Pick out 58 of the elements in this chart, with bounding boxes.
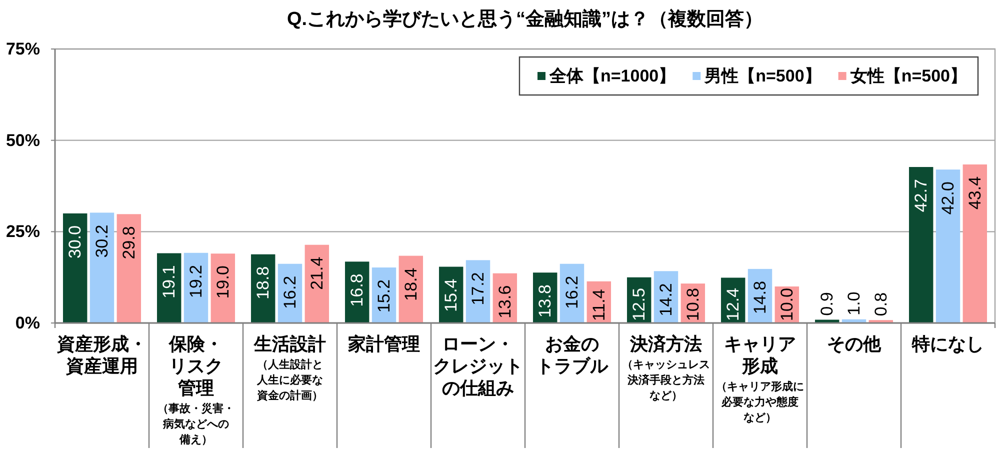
bar: [466, 260, 490, 323]
y-tick-label: 0%: [15, 313, 40, 332]
data-label: 18.8: [254, 266, 273, 300]
x-tick-label: 保険・リスク管理（事故・災害・病気などへの備え）: [158, 334, 234, 446]
bar: [90, 212, 114, 323]
data-label: 15.4: [442, 278, 461, 312]
bar: [814, 320, 840, 323]
data-label: 0.9: [818, 292, 837, 316]
data-label: 42.7: [912, 179, 931, 212]
data-label: 15.2: [374, 279, 394, 313]
x-tick-label: ローン・クレジットの仕組み: [433, 334, 523, 398]
x-tick-label: 資産形成・資産運用: [56, 334, 147, 376]
legend-label: 全体【n=1000】: [548, 66, 676, 86]
bar: [936, 170, 960, 323]
data-label: 19.1: [160, 265, 179, 298]
bar: [908, 167, 934, 323]
x-tick-label: キャリア形成（キャリア形成に必要な力や態度など）: [716, 334, 804, 424]
x-tick-label: その他: [827, 334, 882, 354]
legend-label: 女性【n=500】: [849, 66, 967, 86]
data-label: 14.8: [750, 280, 770, 314]
data-label: 30.0: [66, 225, 85, 258]
y-tick-label: 75%: [6, 39, 40, 58]
chart-title: Q.これから学びたいと思う“金融知識”は？（複数回答）: [286, 8, 764, 30]
x-tick-label: 生活設計（人生設計と人生に必要な資金の計画）: [253, 334, 326, 402]
x-tick-label: 家計管理: [347, 334, 420, 354]
legend-label: 男性【n=500】: [704, 66, 822, 86]
data-label: 29.8: [119, 226, 138, 260]
data-label: 16.2: [562, 276, 582, 309]
data-label: 1.0: [844, 292, 864, 316]
data-label: 42.0: [938, 182, 958, 215]
data-label: 10.0: [777, 288, 796, 321]
data-label: 11.4: [589, 289, 608, 321]
data-label: 19.2: [186, 264, 206, 298]
y-tick-label: 50%: [6, 130, 40, 150]
data-label: 12.4: [724, 288, 743, 321]
data-label: 17.2: [468, 272, 488, 306]
data-label: 16.8: [348, 274, 367, 307]
data-label: 19.0: [213, 266, 232, 299]
bar: [62, 213, 88, 323]
data-label: 13.8: [536, 284, 555, 318]
data-label: 14.2: [656, 283, 676, 316]
data-label: 10.8: [683, 288, 702, 321]
bar: [962, 164, 988, 323]
data-label: 0.8: [871, 292, 890, 316]
data-label: 12.5: [630, 288, 649, 321]
data-label: 16.2: [280, 276, 300, 309]
bar: [116, 214, 142, 323]
data-label: 43.4: [965, 176, 984, 210]
bar: [304, 244, 330, 323]
x-tick-label: 決済方法（キャッシュレス決済手段と方法など）: [622, 334, 710, 402]
data-label: 30.2: [92, 224, 112, 258]
x-tick-label: 特になし: [911, 334, 984, 354]
y-tick-label: 25%: [6, 222, 40, 242]
x-tick-label: お金のトラブル: [536, 334, 609, 376]
data-label: 13.6: [495, 285, 514, 318]
data-label: 21.4: [307, 256, 326, 290]
bar: [156, 253, 182, 323]
data-label: 18.4: [401, 268, 420, 301]
